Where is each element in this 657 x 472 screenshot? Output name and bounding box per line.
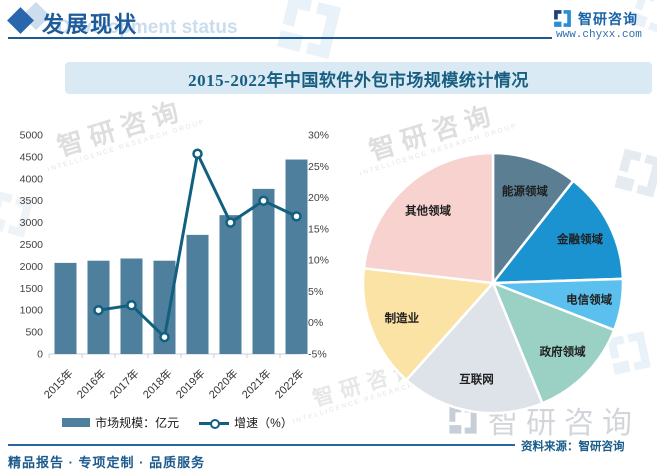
x-axis-label: 2020年: [206, 366, 241, 401]
chart-legend: 市场规模：亿元 增速（%）: [5, 414, 350, 431]
bar: [219, 215, 242, 354]
pie-slice: [491, 179, 625, 285]
left-axis-tick: 2500: [20, 239, 44, 251]
bar-swatch-icon: [62, 418, 91, 427]
line-marker: [258, 195, 269, 206]
legend-label: 市场规模：亿元: [95, 416, 180, 430]
left-axis-tick: 3000: [20, 217, 44, 229]
legend-item-market-size: 市场规模：亿元: [62, 414, 179, 431]
left-axis-tick: 0: [37, 349, 43, 361]
source-divider: [8, 444, 515, 446]
source-label: 资料来源：智研咨询: [521, 441, 625, 453]
left-axis-tick: 4000: [20, 173, 44, 185]
x-axis-label: 2016年: [74, 366, 109, 401]
left-axis-tick: 1000: [20, 305, 44, 317]
chart-title-banner: 2015-2022年中国软件外包市场规模统计情况: [65, 62, 652, 94]
x-axis-label: 2018年: [140, 366, 175, 401]
x-axis-label: 2021年: [239, 366, 274, 401]
line-swatch-icon: [199, 418, 230, 429]
bar: [186, 234, 209, 354]
right-axis-tick: 20%: [308, 192, 329, 204]
pie-slice: [361, 267, 495, 382]
brand-logo[interactable]: 智研咨询: [552, 8, 638, 29]
bar: [54, 262, 77, 354]
line-marker: [159, 331, 170, 343]
left-axis-tick: 500: [25, 327, 43, 339]
pie-slice-label: 能源领域: [502, 184, 548, 198]
legend-label: 增速（%）: [234, 416, 293, 430]
line-marker: [291, 211, 302, 222]
left-axis-tick: 1500: [20, 283, 44, 295]
left-axis-tick: 3500: [20, 195, 44, 207]
left-axis-tick: 4500: [20, 151, 44, 163]
left-axis-tick: 5000: [20, 130, 44, 142]
brand-logo-icon: [554, 10, 571, 27]
left-axis-tick: 2000: [20, 261, 44, 273]
watermark-logo-icon: [276, 0, 342, 60]
brand-url-link[interactable]: www.chyxx.com: [556, 29, 642, 41]
chart-title: 2015-2022年中国软件外包市场规模统计情况: [188, 70, 529, 90]
right-axis-tick: 0%: [308, 317, 323, 329]
footer-tagline: 精品报告 · 专项定制 · 品质服务: [8, 455, 206, 470]
x-axis-label: 2022年: [272, 366, 307, 401]
pie-slice-label: 互联网: [459, 372, 494, 386]
pie-slice-label: 金融领域: [556, 232, 603, 246]
x-axis-label: 2019年: [173, 366, 208, 401]
right-axis-tick: 25%: [308, 161, 329, 173]
x-axis-label: 2017年: [107, 366, 142, 401]
header-divider: [8, 37, 552, 39]
market-size-combo-chart: 0 500 1000 1500 2000 2500 3000 3500 4000 4500 5000…: [20, 130, 329, 402]
pie-slice-label: 其他领域: [405, 203, 451, 217]
right-axis-tick: 15%: [308, 223, 329, 235]
x-axis-label: 2015年: [41, 366, 76, 401]
pie-slice-label: 制造业: [385, 311, 420, 325]
pie-slice: [491, 151, 575, 285]
right-axis-tick: 30%: [308, 130, 329, 142]
bar: [285, 159, 308, 354]
pie-slice-label: 政府领域: [540, 344, 586, 358]
line-marker: [93, 304, 104, 316]
section-subtitle-ghost: Development status: [57, 17, 238, 38]
line-marker: [126, 299, 137, 311]
pie-slice: [362, 151, 495, 285]
line-marker: [225, 217, 236, 228]
legend-item-growth-rate: 增速（%）: [199, 414, 293, 431]
section-title: 发展现状: [42, 12, 139, 37]
pie-slice-label: 电信领域: [566, 292, 612, 306]
right-axis-tick: 10%: [308, 255, 329, 267]
right-axis-tick: 5%: [308, 286, 323, 298]
bar: [252, 188, 275, 354]
line-marker: [192, 148, 203, 160]
right-axis-tick: -5%: [308, 349, 327, 361]
brand-name: 智研咨询: [578, 10, 638, 27]
